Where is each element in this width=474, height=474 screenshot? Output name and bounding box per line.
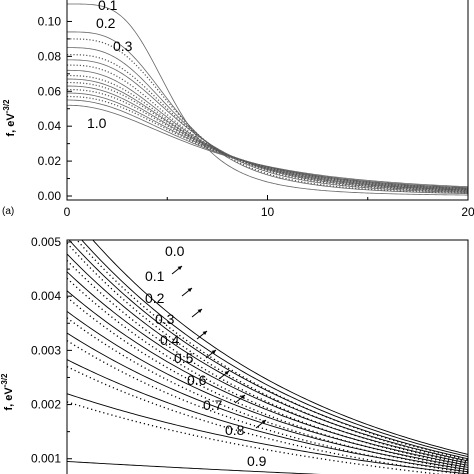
panel-a: 0.00 0.02 0.04 0.06 0.08 0.10 0 10 20 f, eV-3/2…: [2, 0, 474, 219]
panel-b-y-axis: 0.001 0.002 0.003 0.004 0.005: [31, 235, 72, 466]
panel-a-x-tick-label-1: 10: [261, 205, 275, 219]
panel-b-series-line-8: [67, 359, 468, 473]
panel-b-arrowhead-1: [187, 288, 192, 293]
panel-b-curve-label-7: 0.7: [203, 397, 223, 413]
panel-b-series-line-17: [67, 340, 468, 474]
panel-b-curve-label-6: 0.6: [187, 372, 207, 388]
panel-a-series-line-14: [67, 81, 468, 191]
panel-b-series-line-18: [67, 366, 466, 474]
panel-b-curve-label-9: 0.9: [247, 453, 267, 469]
panel-b-series-line-0: [92, 240, 468, 455]
panel-a-y-tick-label-0: 0.00: [38, 189, 62, 203]
panel-b-arrowhead-0: [177, 266, 182, 271]
panel-b-series-line-19: [67, 401, 444, 474]
panel-b-series-line-16: [67, 317, 468, 472]
panel-a-series-line-12: [67, 64, 468, 192]
panel-a-curve-label-3: 1.0: [87, 115, 107, 131]
panel-b-arrowhead-3: [202, 331, 207, 336]
panel-b-series-line-14: [67, 277, 468, 467]
panel-a-x-tick-label-0: 0: [64, 205, 71, 219]
panel-a-series-line-2: [67, 47, 468, 193]
panel-b-frame: [66, 239, 469, 474]
panel-b-y-tick-label-0: 0.001: [31, 452, 61, 466]
panel-b-y-tick-label-3: 0.004: [31, 289, 61, 303]
panel-a-y-axis: 0.00 0.02 0.04 0.06 0.08 0.10: [38, 14, 72, 203]
panel-a-series-line-10: [67, 38, 468, 194]
panel-b-series-line-3: [67, 253, 468, 462]
panel-a-x-tick-label-2: 20: [461, 205, 474, 219]
panel-a-y-tick-label-5: 0.10: [38, 14, 62, 28]
panel-b-curves: [67, 240, 468, 474]
panel-a-y-axis-title-sup: -3/2: [2, 99, 11, 113]
panel-b-y-tick-label-2: 0.003: [31, 343, 61, 357]
panel-a-curve-label-1: 0.2: [96, 15, 116, 31]
panel-b-y-tick-label-1: 0.002: [31, 398, 61, 412]
panel-b-series-line-11: [76, 240, 468, 461]
panel-b-curve-label-4: 0.4: [160, 332, 180, 348]
panel-a-series-line-16: [67, 95, 468, 189]
panel-b-arrowhead-6: [240, 395, 245, 400]
panel-b-curve-label-8: 0.8: [225, 422, 245, 438]
panel-b-series-line-9: [67, 393, 468, 474]
panel-b-arrowhead-7: [261, 420, 266, 425]
panel-b-curve-labels: 0.00.1 0.2 0.3 0.4 0.5 0.6 0.70.80.9: [145, 243, 267, 469]
panel-a-series-line-4: [67, 69, 468, 191]
panel-a-y-tick-label-3: 0.06: [38, 84, 62, 98]
panel-b-series-line-6: [67, 310, 468, 468]
panel-b-curve-label-3: 0.3: [155, 311, 175, 327]
panel-b-curve-label-0: 0.0: [165, 243, 185, 259]
panel-b-series-line-1: [81, 240, 468, 458]
panel-b-arrowhead-2: [197, 309, 202, 314]
panel-a-y-tick-label-2: 0.04: [38, 119, 62, 133]
panel-a-series-line-15: [67, 88, 468, 190]
panel-a-curve-label-2: 0.3: [113, 38, 133, 54]
panel-b-y-tick-label-4: 0.005: [31, 235, 61, 249]
panel-a-curves: [67, 3, 468, 196]
panel-b-y-axis-title-sup: -3/2: [0, 373, 9, 387]
panel-a-y-tick-label-4: 0.08: [38, 49, 62, 63]
panel-a-series-line-1: [67, 31, 468, 194]
panel-b-series-line-2: [68, 240, 468, 460]
panel-a-tag: (a): [2, 206, 14, 217]
panel-a-series-line-0: [67, 3, 468, 196]
panel-a-x-axis: 0 10 20: [64, 195, 474, 219]
panel-b-arrowhead-4: [211, 350, 216, 355]
panel-b-curve-label-5: 0.5: [174, 350, 194, 366]
panel-b-curve-label-2: 0.2: [145, 290, 165, 306]
panel-b-arrows: [171, 265, 267, 429]
panel-b-series-line-5: [67, 290, 468, 466]
panel-b-curve-label-1: 0.1: [145, 268, 165, 284]
panel-b-arrowhead-5: [224, 371, 229, 376]
panel-a-series-line-11: [67, 54, 468, 193]
panel-a-y-axis-title: f, eV-3/2: [2, 99, 17, 137]
panel-b-series-line-4: [67, 271, 468, 464]
panel-b-y-axis-title: f, eV-3/2: [0, 373, 15, 411]
panel-b-series-line-7: [67, 332, 468, 471]
panel-a-series-line-9: [67, 104, 468, 188]
panel-a-series-line-8: [67, 99, 468, 188]
panel-b-series-line-10: [67, 461, 321, 474]
panel-a-y-axis-title-main: f, eV: [5, 113, 17, 137]
panel-a-y-tick-label-1: 0.02: [38, 154, 62, 168]
panel-b-y-axis-title-main: f, eV: [3, 387, 15, 411]
panel-a-series-line-13: [67, 74, 468, 192]
panel-a-curve-label-0: 0.1: [98, 0, 118, 13]
